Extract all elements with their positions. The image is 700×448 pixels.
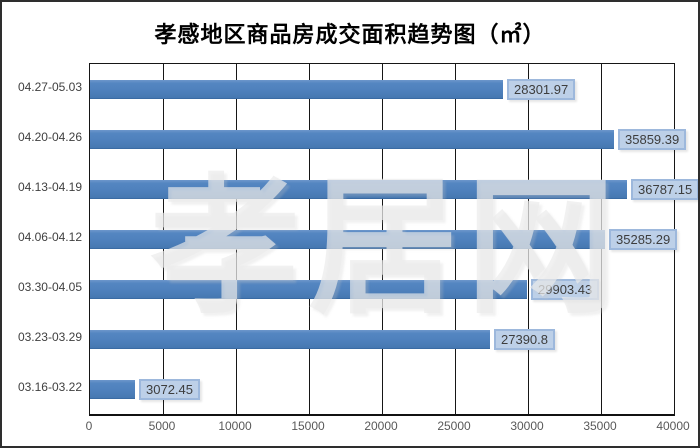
category-label: 03.23-03.29 bbox=[17, 330, 82, 344]
category-label: 04.27-05.03 bbox=[17, 80, 82, 94]
value-label: 3072.45 bbox=[139, 379, 200, 400]
bar bbox=[90, 130, 614, 149]
bar bbox=[90, 80, 503, 99]
bar bbox=[90, 380, 135, 399]
value-label: 28301.97 bbox=[507, 79, 576, 100]
plot-area: 28301.97 35859.39 36787.15 35285.29 29903.43… bbox=[89, 63, 698, 416]
value-label: 35285.29 bbox=[609, 229, 678, 250]
x-axis-tick-label: 40000 bbox=[656, 419, 690, 433]
bar bbox=[90, 180, 627, 199]
bar bbox=[90, 280, 527, 299]
x-axis-tick-label: 10000 bbox=[218, 419, 252, 433]
category-label: 03.30-04.05 bbox=[17, 280, 82, 294]
value-label: 27390.8 bbox=[494, 329, 555, 350]
bar bbox=[90, 330, 490, 349]
x-axis-tick-label: 25000 bbox=[437, 419, 471, 433]
value-label: 29903.43 bbox=[531, 279, 600, 300]
category-label: 03.16-03.22 bbox=[17, 380, 82, 394]
category-label: 04.06-04.12 bbox=[17, 230, 82, 244]
x-axis-tick-label: 15000 bbox=[291, 419, 325, 433]
category-label: 04.13-04.19 bbox=[17, 180, 82, 194]
x-axis-tick-label: 0 bbox=[85, 419, 93, 433]
value-label: 35859.39 bbox=[618, 129, 687, 150]
x-axis-tick-label: 5000 bbox=[148, 419, 176, 433]
bar bbox=[90, 230, 605, 249]
x-axis-tick-label: 20000 bbox=[364, 419, 398, 433]
value-label: 36787.15 bbox=[631, 179, 698, 200]
chart-title: 孝感地区商品房成交面积趋势图（㎡） bbox=[154, 22, 546, 47]
x-axis-tick-label: 30000 bbox=[510, 419, 544, 433]
x-axis-tick-label: 35000 bbox=[583, 419, 617, 433]
category-label: 04.20-04.26 bbox=[17, 130, 82, 144]
